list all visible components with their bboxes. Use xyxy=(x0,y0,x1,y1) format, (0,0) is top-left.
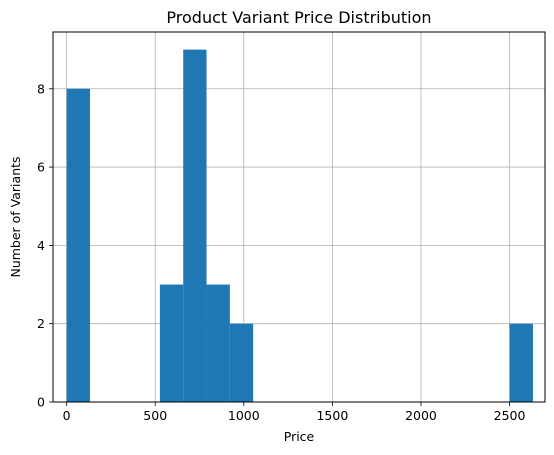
chart-title: Product Variant Price Distribution xyxy=(166,8,431,27)
x-tick-label: 2500 xyxy=(494,408,526,423)
x-tick-label: 1000 xyxy=(228,408,260,423)
y-tick-label: 0 xyxy=(37,395,45,410)
y-tick-label: 6 xyxy=(37,160,45,175)
histogram-bar xyxy=(66,88,90,402)
x-tick-label: 0 xyxy=(63,408,71,423)
x-axis-label: Price xyxy=(284,429,315,444)
histogram-bar xyxy=(206,284,230,402)
y-tick-label: 4 xyxy=(37,238,45,253)
histogram-bar xyxy=(183,49,207,402)
x-tick-label: 2000 xyxy=(405,408,437,423)
y-tick-label: 2 xyxy=(37,316,45,331)
histogram-bar xyxy=(159,284,184,402)
histogram-bars xyxy=(66,49,533,402)
axis-ticks: 0 500 1000 1500 2000 2500 0 2 4 6 8 xyxy=(37,81,525,423)
y-tick-label: 8 xyxy=(37,81,45,96)
x-tick-label: 500 xyxy=(143,408,167,423)
plot-frame xyxy=(52,31,546,403)
grid-lines xyxy=(53,32,545,403)
histogram-bar xyxy=(229,323,254,402)
y-axis-label: Number of Variants xyxy=(8,156,23,277)
x-tick-label: 1500 xyxy=(316,408,348,423)
histogram-bar xyxy=(509,323,533,402)
